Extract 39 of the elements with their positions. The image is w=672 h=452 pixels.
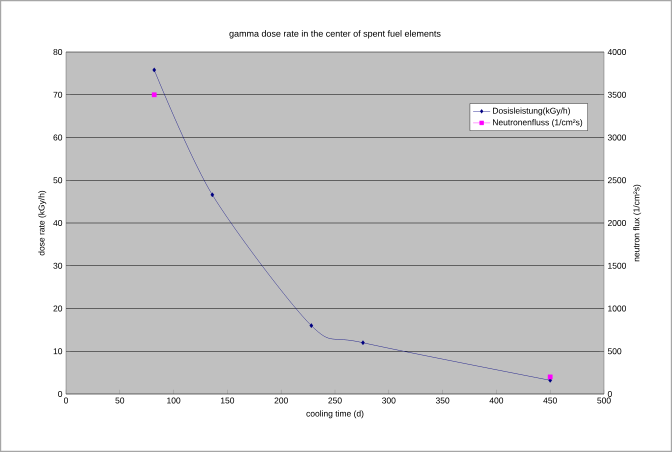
x-tick-label: 100 [167, 398, 180, 404]
y-axis-title: dose rate (kGy/h) [38, 190, 46, 256]
y-tick-label: 80 [53, 49, 62, 55]
point [361, 340, 365, 346]
y2-tick-label: 500 [608, 348, 622, 354]
y-tick-label: 60 [53, 134, 62, 140]
y2-tick-label: 2500 [608, 177, 626, 184]
y-tick-label: 10 [54, 348, 62, 354]
x-tick-label: 250 [328, 398, 342, 404]
x-tick-label: 450 [543, 398, 557, 404]
y2-tick-label: 4000 [608, 49, 626, 55]
x-tick-label: 150 [220, 398, 234, 404]
x-tick-label: 500 [597, 398, 611, 404]
y2-tick-label: 0 [608, 391, 612, 397]
y2-tick-label: 1500 [608, 262, 626, 269]
x-tick-label: 0 [64, 398, 68, 404]
y-tick-label: 40 [53, 220, 62, 226]
x-tick-label: 300 [382, 398, 396, 404]
chart-title: gamma dose rate in the center of spent fuel elements [229, 30, 441, 39]
x-tick-label: 400 [490, 398, 504, 404]
y-tick-label: 0 [58, 391, 62, 397]
y-tick-label: 30 [53, 262, 62, 269]
point [210, 192, 214, 198]
point [152, 68, 156, 72]
x-tick-label: 200 [274, 398, 288, 404]
y2-axis-title: neutron flux (1/cm²s) [633, 184, 642, 262]
y-tick-label: 70 [53, 92, 62, 98]
y2-tick-label: 3000 [608, 134, 626, 140]
legend-label: Neutronenfluss (1/cm²s) [493, 119, 582, 127]
point [309, 323, 314, 328]
x-tick-label: 350 [436, 398, 450, 404]
x-axis-title: cooling time (d) [306, 410, 364, 418]
y-tick-label: 50 [53, 177, 62, 184]
legend-label: Dosisleistung(kGy/h) [493, 107, 570, 116]
y2-tick-label: 1000 [608, 306, 626, 312]
x-tick-label: 50 [115, 398, 124, 404]
y2-tick-label: 2000 [608, 220, 626, 226]
y-tick-label: 20 [53, 306, 62, 312]
y2-tick-label: 3500 [608, 92, 626, 98]
